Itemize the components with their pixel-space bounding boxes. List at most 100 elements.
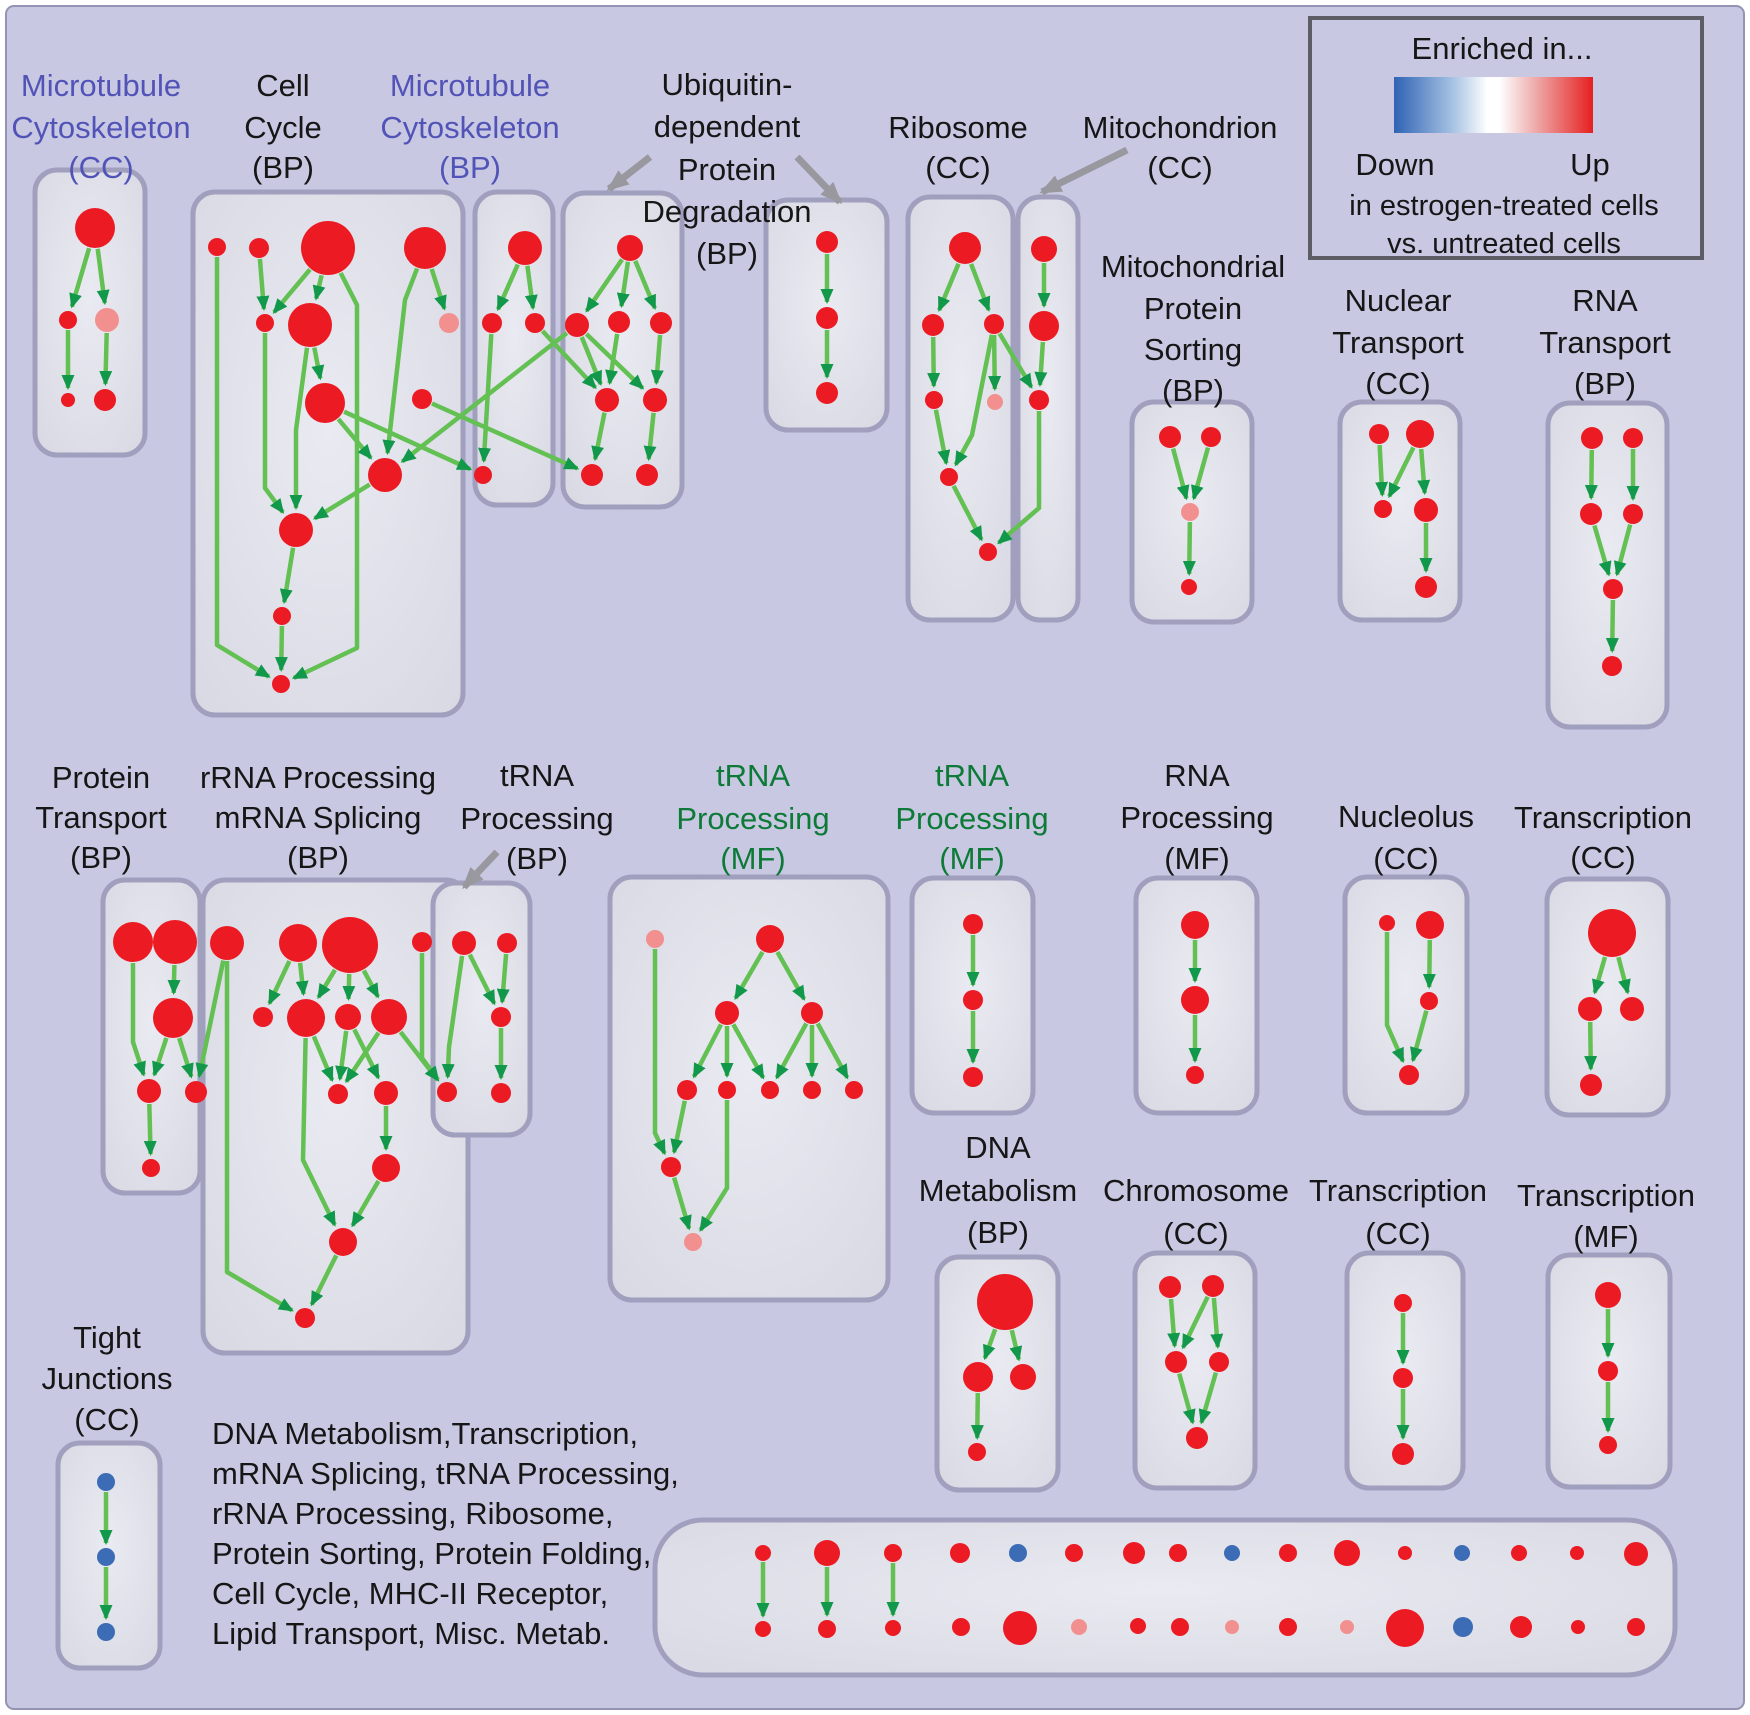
node-tcc2-b — [1392, 1443, 1414, 1465]
edge-arrow — [1170, 448, 1190, 501]
edge-arrow — [584, 332, 645, 390]
node-mf1-a — [715, 1001, 739, 1025]
group-label-mtcc: Microtubule — [21, 68, 181, 103]
node-rpmf-m — [1181, 986, 1209, 1014]
node-nuct-ml — [1374, 500, 1392, 518]
node-misc-t9 — [1224, 1545, 1240, 1561]
edge-arrow — [953, 334, 995, 467]
edge-arrow — [671, 1176, 692, 1231]
node-mf1-c1 — [677, 1080, 697, 1100]
node-cc-c4 — [404, 227, 446, 269]
label-pointer-arrow — [606, 154, 653, 192]
edge-arrow — [774, 1022, 809, 1080]
node-tj-m — [97, 1548, 115, 1566]
misc-categories-text: mRNA Splicing, tRNA Processing, — [212, 1456, 679, 1491]
group-label-tmf: Transcription — [1517, 1178, 1695, 1213]
node-rrna-r8 — [371, 999, 407, 1035]
edge-arrow — [311, 1035, 335, 1083]
node-nucl-tl — [1379, 915, 1395, 931]
node-ub1-b1 — [581, 464, 603, 486]
group-label-dnam: Metabolism — [919, 1173, 1078, 1208]
node-rpmf-t — [1181, 911, 1209, 939]
group-label-msort: Mitochondrial — [1101, 249, 1285, 284]
node-misc-b2 — [818, 1620, 836, 1638]
group-label-tcc2: Transcription — [1309, 1173, 1487, 1208]
group-label-rnat: (BP) — [1574, 366, 1636, 401]
node-rib-t — [949, 232, 981, 264]
node-pt-a — [113, 922, 153, 962]
group-label-nucl: (CC) — [1373, 841, 1438, 876]
group-label-chrom: (CC) — [1163, 1216, 1228, 1251]
node-cc-c7 — [439, 313, 459, 333]
group-label-pt: Transport — [35, 800, 167, 835]
node-rib-ll — [940, 468, 958, 486]
group-label-tj: (CC) — [74, 1402, 139, 1437]
node-ub1-l2 — [643, 388, 667, 412]
node-cc-c1 — [208, 238, 226, 256]
node-mf2-m — [963, 990, 983, 1010]
edge-arrow — [1198, 1371, 1219, 1425]
node-dnam-l — [963, 1362, 993, 1392]
node-misc-b15 — [1571, 1620, 1585, 1634]
node-misc-b3 — [885, 1620, 901, 1636]
node-tbp-m — [491, 1007, 511, 1027]
node-mito-t — [1031, 236, 1057, 262]
edge-arrow — [382, 267, 420, 456]
node-tcc2-m — [1393, 1368, 1413, 1388]
edge-arrow — [1375, 444, 1389, 497]
node-misc-b10 — [1279, 1618, 1297, 1636]
group-label-tj: Junctions — [42, 1361, 173, 1396]
edge-arrow — [1034, 341, 1048, 387]
edge-arrow — [698, 1100, 730, 1232]
group-label-msort: Sorting — [1144, 332, 1242, 367]
annotation-arrows-layer — [461, 146, 1129, 890]
node-mf2-t — [963, 914, 983, 934]
edge-arrow — [496, 953, 510, 1004]
edge-arrow — [289, 347, 310, 510]
node-tmf-t — [1595, 1282, 1621, 1308]
node-rrna-r13 — [295, 1308, 315, 1328]
edge-arrow — [1616, 956, 1631, 995]
node-tmf-m — [1598, 1361, 1618, 1381]
group-label-mf2: tRNA — [935, 758, 1009, 793]
edge-arrow — [1422, 939, 1436, 989]
edge-arrow — [933, 409, 951, 466]
edge-arrow — [431, 401, 580, 471]
edge-arrow — [733, 950, 765, 1001]
node-mtcc-bl — [61, 393, 75, 407]
node-misc-t4 — [950, 1543, 970, 1563]
edge-arrow — [1182, 521, 1196, 576]
edge-arrow — [429, 268, 447, 311]
group-box-chrom — [1132, 1250, 1258, 1491]
node-chrom-ml — [1165, 1351, 1187, 1373]
edge-arrow — [467, 953, 497, 1006]
node-pt-b — [153, 920, 197, 964]
node-misc-t10 — [1279, 1544, 1297, 1562]
group-label-tcc2: (CC) — [1365, 1216, 1430, 1251]
node-mf2-b — [963, 1067, 983, 1087]
node-misc-t7 — [1123, 1542, 1145, 1564]
node-misc-b14 — [1510, 1616, 1532, 1638]
node-tbp-bl — [437, 1082, 457, 1102]
node-mf1-c2 — [718, 1081, 736, 1099]
node-msort-m — [1181, 503, 1199, 521]
edge-arrow — [1605, 599, 1619, 653]
edge-arrow — [616, 261, 631, 309]
node-misc-t15 — [1570, 1546, 1584, 1560]
group-label-tbp: (BP) — [506, 841, 568, 876]
group-label-mtbp: Microtubule — [390, 68, 550, 103]
node-ub1-b2 — [636, 464, 658, 486]
label-pointer-arrow — [1039, 146, 1129, 196]
node-rib-l2 — [987, 394, 1003, 410]
node-tcc1-t — [1588, 909, 1636, 957]
node-misc-t12 — [1398, 1546, 1412, 1560]
group-label-nuct: (CC) — [1365, 366, 1430, 401]
node-cc-c10 — [368, 458, 402, 492]
node-tbp-tl — [452, 931, 476, 955]
node-misc-t2 — [814, 1540, 840, 1566]
node-rnat-m — [1603, 579, 1623, 599]
node-misc-t14 — [1511, 1545, 1527, 1561]
group-label-tbp: Processing — [460, 801, 613, 836]
edge-arrow — [670, 1100, 688, 1155]
